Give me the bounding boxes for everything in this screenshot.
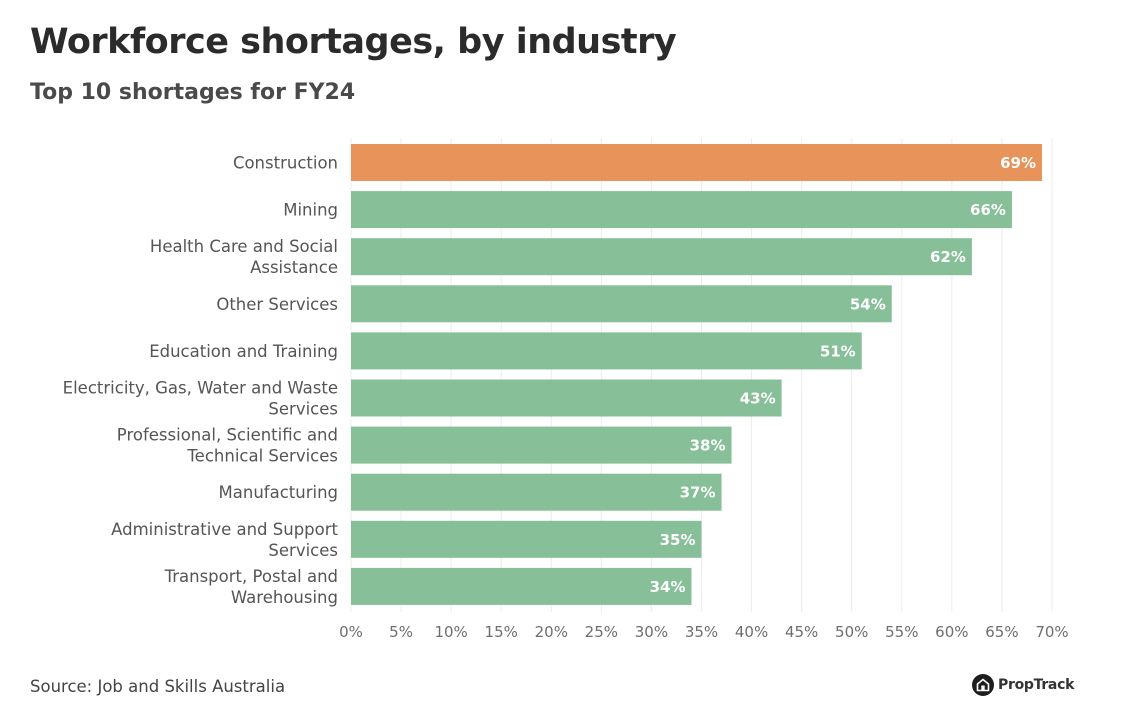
category-label: Education and Training xyxy=(149,342,338,361)
bar xyxy=(351,520,702,558)
bar xyxy=(351,191,1012,229)
bar xyxy=(351,144,1042,181)
x-tick-label: 70% xyxy=(1035,623,1068,641)
bar-value-label: 66% xyxy=(970,201,1006,219)
bar-value-label: 54% xyxy=(850,295,886,313)
x-tick-label: 25% xyxy=(585,623,618,641)
x-tick-label: 15% xyxy=(485,623,518,641)
x-tick-label: 10% xyxy=(434,623,467,641)
category-label: Manufacturing xyxy=(219,483,338,502)
bar xyxy=(351,285,892,323)
category-label: Transport, Postal and Warehousing xyxy=(164,567,338,607)
bar-value-label: 51% xyxy=(820,342,856,360)
category-label: Mining xyxy=(283,201,338,220)
proptrack-logo: PropTrack xyxy=(972,674,1074,696)
proptrack-logo-text: PropTrack xyxy=(998,677,1075,693)
x-tick-label: 65% xyxy=(985,623,1018,641)
proptrack-house-icon xyxy=(972,674,994,696)
x-tick-label: 40% xyxy=(735,623,768,641)
x-tick-label: 55% xyxy=(885,623,918,641)
source-note: Source: Job and Skills Australia xyxy=(30,677,286,696)
category-labels: Construction Mining Health Care and Social… xyxy=(63,154,339,607)
x-tick-label: 5% xyxy=(389,623,413,641)
x-tick-label: 50% xyxy=(835,623,868,641)
x-tick-label: 20% xyxy=(535,623,568,641)
x-tick-label: 60% xyxy=(935,623,968,641)
category-label: Professional, Scientific and Technical Se… xyxy=(117,426,338,466)
chart-title: Workforce shortages, by industry xyxy=(30,22,677,62)
x-tick-label: 35% xyxy=(685,623,718,641)
bar-value-label: 34% xyxy=(650,578,686,596)
bar xyxy=(351,567,692,605)
bar xyxy=(351,238,972,276)
category-label: Other Services xyxy=(216,295,338,314)
category-label: Administrative and Support Services xyxy=(111,520,338,560)
bar xyxy=(351,426,732,464)
bar-value-label: 43% xyxy=(740,390,776,408)
category-label: Electricity, Gas, Water and Waste Service… xyxy=(63,379,338,419)
bar-value-label: 35% xyxy=(660,531,696,549)
category-label: Construction xyxy=(233,154,338,173)
bar-value-label: 37% xyxy=(680,484,716,502)
x-tick-label: 45% xyxy=(785,623,818,641)
bar-value-label: 62% xyxy=(930,248,966,266)
bar xyxy=(351,332,862,370)
x-tick-label: 0% xyxy=(339,623,363,641)
chart-subtitle: Top 10 shortages for FY24 xyxy=(30,80,356,105)
bars: 69% 66% 62% 54% 51% 43% 38% 37% 35% 34% xyxy=(351,144,1042,605)
bar-value-label: 69% xyxy=(1000,154,1036,172)
bar xyxy=(351,379,782,417)
category-label: Health Care and Social Assistance xyxy=(150,237,338,277)
bar xyxy=(351,473,722,511)
x-tick-label: 30% xyxy=(635,623,668,641)
bar-value-label: 38% xyxy=(690,437,726,455)
x-axis-ticks: 0% 5% 10% 15% 20% 25% 30% 35% 40% 45% 50% 55% 60% 65%… xyxy=(339,623,1069,641)
